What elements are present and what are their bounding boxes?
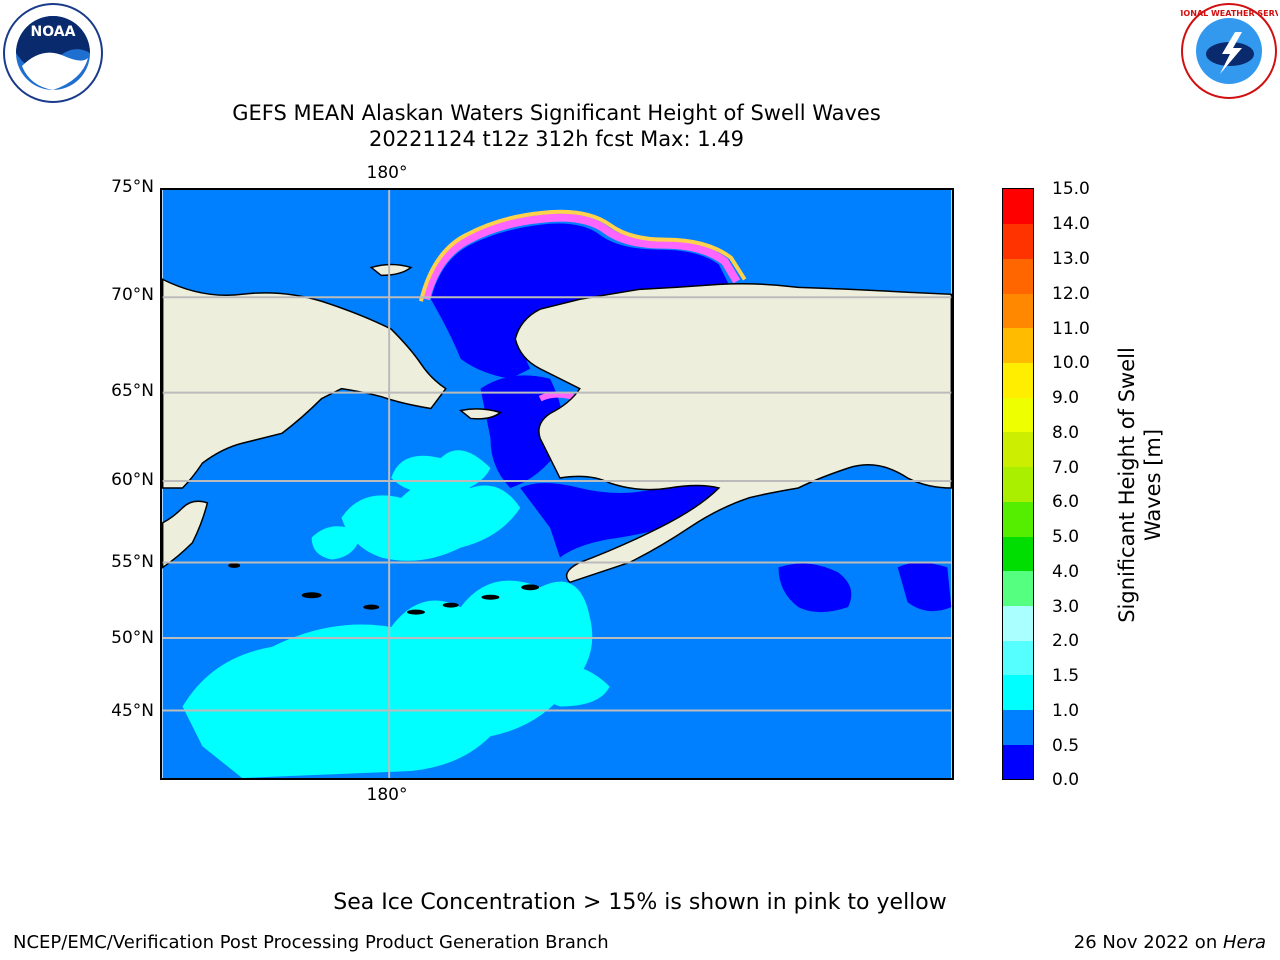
footer-host: Hera [1222, 932, 1266, 953]
title-line-2: 20221124 t12z 312h fcst Max: 1.49 [369, 127, 744, 151]
map-panel [160, 188, 954, 780]
nws-logo-text: NATIONAL WEATHER SERVICE [1180, 9, 1278, 18]
footer-left: NCEP/EMC/Verification Post Processing Pr… [13, 932, 609, 953]
cb-tick-4: 4.0 [1052, 562, 1080, 582]
colorbar-bin [1003, 466, 1033, 502]
lat-label-45: 45°N [111, 701, 154, 721]
ice-edge-arctic [422, 213, 741, 301]
swell-low-southeast [897, 562, 952, 612]
sea-ice-note: Sea Ice Concentration > 15% is shown in … [333, 890, 947, 915]
cb-tick-1-5: 1.5 [1052, 666, 1080, 686]
noaa-logo-text: NOAA [31, 24, 76, 40]
graticule [162, 190, 952, 778]
swell-high-patches [182, 450, 610, 778]
ice-edge-arctic-outer [418, 209, 747, 302]
noaa-logo: NOAA [2, 2, 104, 104]
cb-tick-9: 9.0 [1052, 388, 1080, 408]
colorbar-bin [1003, 536, 1033, 572]
map-svg [162, 190, 952, 778]
swell-patch-west [311, 526, 362, 560]
cb-tick-10: 10.0 [1052, 353, 1090, 373]
cb-tick-0-5: 0.5 [1052, 736, 1080, 756]
swell-patch-central [341, 480, 521, 561]
land-kamchatka [162, 500, 209, 569]
cb-tick-2: 2.0 [1052, 631, 1080, 651]
lat-label-50: 50°N [111, 628, 154, 648]
colorbar-bin [1003, 570, 1033, 606]
lon-label-top: 180° [366, 163, 408, 183]
lat-label-60: 60°N [111, 470, 154, 490]
nws-logo: NATIONAL WEATHER SERVICE [1163, 2, 1280, 100]
footer-right: 26 Nov 2022 on Hera [1074, 932, 1266, 953]
cb-tick-7: 7.0 [1052, 458, 1080, 478]
colorbar-bin [1003, 501, 1033, 537]
cb-tick-0: 0.0 [1052, 770, 1080, 790]
colorbar-bin [1003, 189, 1033, 225]
colorbar-bin [1003, 709, 1033, 745]
lat-label-75: 75°N [111, 177, 154, 197]
land-chukotka [162, 278, 447, 489]
colorbar-label-line2: Waves [m] [1141, 428, 1165, 542]
colorbar-bin [1003, 223, 1033, 259]
colorbar-bin [1003, 293, 1033, 329]
cb-tick-5: 5.0 [1052, 527, 1080, 547]
colorbar-label-line1: Significant Height of Swell [1115, 347, 1139, 623]
swell-low-patches [480, 375, 952, 613]
colorbar-bin [1003, 674, 1033, 711]
lat-label-65: 65°N [111, 381, 154, 401]
colorbar-bin [1003, 640, 1033, 676]
swell-patch-south [537, 664, 610, 707]
chart-title: GEFS MEAN Alaskan Waters Significant Hei… [0, 100, 1113, 152]
cb-tick-3: 3.0 [1052, 597, 1080, 617]
cb-tick-13: 13.0 [1052, 249, 1090, 269]
colorbar-bin [1003, 258, 1033, 294]
lat-label-70: 70°N [111, 285, 154, 305]
colorbar-bin [1003, 744, 1033, 780]
cb-tick-14: 14.0 [1052, 214, 1090, 234]
colorbar-bin [1003, 327, 1033, 364]
cb-tick-1: 1.0 [1052, 701, 1080, 721]
colorbar-bin [1003, 431, 1033, 468]
land [162, 263, 952, 584]
cb-tick-11: 11.0 [1052, 319, 1090, 339]
cb-tick-12: 12.0 [1052, 284, 1090, 304]
swell-low-bering-north [480, 375, 564, 488]
swell-low-gulf [778, 563, 852, 613]
swell-low-bristol [520, 483, 729, 558]
cb-tick-8: 8.0 [1052, 423, 1080, 443]
colorbar-bin [1003, 605, 1033, 641]
cb-tick-6: 6.0 [1052, 492, 1080, 512]
colorbar [1002, 188, 1034, 780]
swell-patch-upper [391, 450, 491, 494]
swell-patch-southwest [182, 580, 593, 778]
land-alaska [514, 283, 952, 584]
footer-date: 26 Nov 2022 on [1073, 932, 1223, 953]
cb-tick-15: 15.0 [1052, 179, 1090, 199]
land-st-lawrence [458, 408, 502, 420]
colorbar-bin [1003, 397, 1033, 433]
lat-label-55: 55°N [111, 552, 154, 572]
aleutians [228, 562, 540, 615]
title-line-1: GEFS MEAN Alaskan Waters Significant Hei… [232, 101, 881, 125]
colorbar-bin [1003, 362, 1033, 398]
lon-label-bottom: 180° [366, 785, 408, 805]
